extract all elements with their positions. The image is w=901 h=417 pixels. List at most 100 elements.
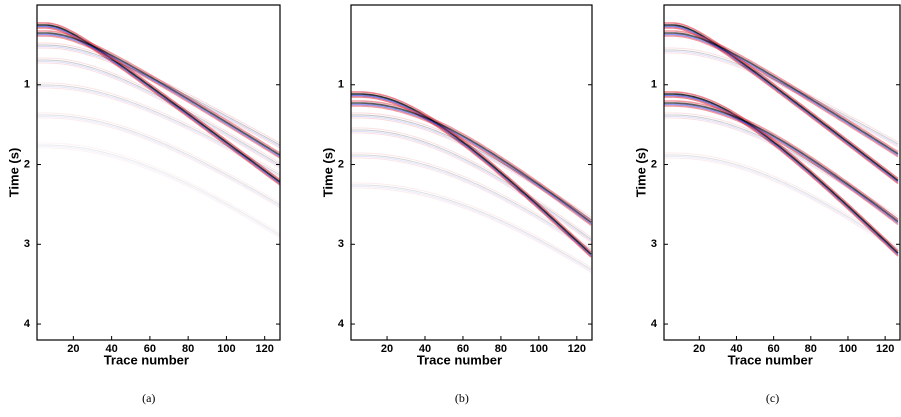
x-tick-label: 40: [730, 343, 742, 355]
event: [664, 25, 899, 183]
event: [664, 91, 899, 252]
event: [37, 87, 280, 179]
event: [664, 103, 899, 224]
x-tick-label: 40: [419, 343, 431, 355]
event: [351, 187, 592, 273]
event: [664, 93, 899, 254]
event: [664, 114, 899, 220]
event: [37, 147, 280, 239]
event: [351, 100, 592, 221]
panel: 20 40 60 80 100 120 1 2 3 4 Trace number Time (s) (c…: [633, 4, 901, 405]
event: [664, 22, 899, 180]
event: [664, 47, 899, 143]
event: [351, 182, 592, 268]
event: [37, 62, 280, 169]
event: [37, 44, 280, 146]
event: [664, 51, 899, 146]
y-axis-label: Time (s): [320, 148, 335, 198]
event: [37, 114, 280, 206]
x-tick-label: 60: [144, 343, 156, 355]
x-tick-label: 20: [67, 343, 79, 355]
x-tick-label: 80: [182, 343, 194, 355]
event: [664, 96, 899, 257]
event: [351, 96, 592, 258]
caption: (c): [766, 391, 779, 405]
event: [37, 24, 280, 183]
event: [37, 144, 280, 236]
event: [351, 154, 592, 250]
event: [664, 35, 899, 158]
caption: (a): [142, 391, 155, 405]
event: [664, 49, 899, 145]
x-tick-label: 100: [217, 343, 235, 355]
event: [351, 91, 592, 253]
event: [37, 57, 280, 164]
y-axis-label: Time (s): [6, 148, 21, 198]
x-tick-label: 20: [381, 343, 393, 355]
caption: (b): [455, 391, 469, 405]
event: [664, 112, 899, 218]
panel: 20 40 60 80 100 120 1 2 3 4 Trace number Time (s) (a…: [6, 4, 281, 405]
event: [37, 22, 280, 181]
x-tick-label: 100: [530, 343, 548, 355]
event: [351, 157, 592, 253]
y-tick-label: 4: [24, 318, 31, 330]
event: [37, 146, 280, 237]
x-axis-label: Trace number: [417, 352, 502, 367]
event: [664, 94, 899, 256]
x-tick-label: 60: [457, 343, 469, 355]
plot-frame: [36, 4, 281, 341]
plot-frame: [663, 4, 901, 341]
x-tick-label: 20: [693, 343, 705, 355]
event: [664, 105, 899, 226]
event: [351, 184, 592, 270]
plot-frame: [350, 4, 593, 341]
event: [664, 116, 899, 221]
seismic-image: [664, 22, 899, 257]
event: [37, 46, 280, 147]
x-tick-label: 60: [768, 343, 780, 355]
event: [37, 47, 280, 149]
event: [351, 105, 592, 226]
event: [351, 156, 592, 252]
x-tick-label: 80: [805, 343, 817, 355]
x-axis-label: Trace number: [104, 352, 189, 367]
event: [37, 112, 280, 204]
event: [664, 24, 899, 182]
event: [351, 132, 592, 243]
seismic-image: [351, 91, 592, 273]
event: [351, 186, 592, 272]
y-tick-label: 3: [338, 238, 344, 250]
x-tick-label: 120: [876, 343, 894, 355]
event: [351, 116, 592, 222]
x-tick-label: 100: [839, 343, 857, 355]
event: [351, 93, 592, 255]
event: [351, 94, 592, 257]
event: [37, 61, 280, 167]
event: [37, 82, 280, 174]
event: [351, 152, 592, 248]
y-tick-label: 1: [338, 79, 344, 91]
y-tick-label: 2: [24, 158, 30, 170]
event: [664, 154, 899, 250]
event: [664, 52, 899, 148]
y-tick-label: 4: [651, 318, 658, 330]
panel: 20 40 60 80 100 120 1 2 3 4 Trace number Time (s) (b…: [320, 4, 593, 405]
event: [351, 129, 592, 240]
seismic-image: [37, 22, 280, 239]
x-tick-label: 120: [256, 343, 274, 355]
event: [664, 33, 899, 156]
event: [37, 116, 280, 207]
event: [37, 32, 280, 156]
event: [664, 32, 899, 155]
y-tick-label: 1: [24, 79, 30, 91]
event: [351, 131, 592, 242]
x-axis-label: Trace number: [728, 352, 813, 367]
event: [351, 102, 592, 223]
event: [351, 103, 592, 225]
event: [37, 42, 280, 144]
event: [37, 35, 280, 159]
event: [664, 100, 899, 221]
event: [37, 30, 280, 154]
